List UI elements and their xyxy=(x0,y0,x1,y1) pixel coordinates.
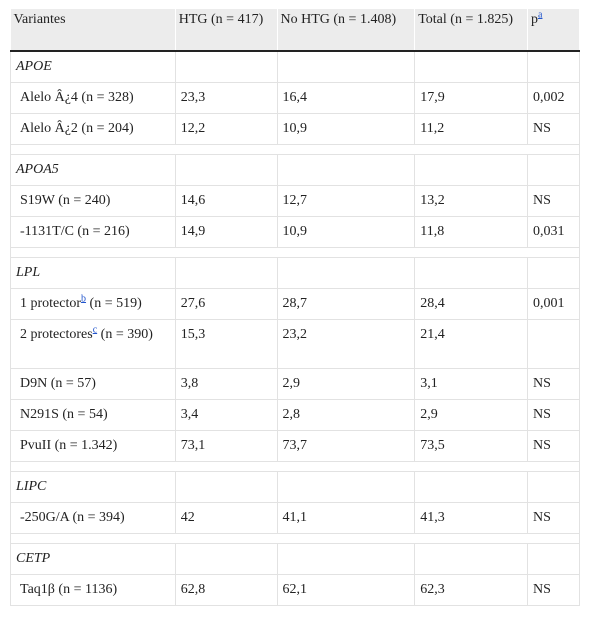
p-value: NS xyxy=(527,368,580,400)
p-value: NS xyxy=(527,185,580,217)
table-row: Taq1β (n = 1136) 62,8 62,1 62,3 NS xyxy=(10,574,580,606)
no-htg-value: 10,9 xyxy=(276,113,416,145)
p-value: NS xyxy=(527,502,580,534)
htg-value: 3,8 xyxy=(174,368,278,400)
p-value: NS xyxy=(527,399,580,431)
spacer-row xyxy=(10,144,580,155)
group-row-apoe: APOE xyxy=(10,50,580,83)
variants-table: Variantes HTG (n = 417) No HTG (n = 1.40… xyxy=(10,9,580,606)
p-value: NS xyxy=(527,574,580,606)
p-value: NS xyxy=(527,430,580,462)
total-value: 41,3 xyxy=(414,502,528,534)
group-row-cetp: CETP xyxy=(10,543,580,575)
group-label: CETP xyxy=(10,543,176,575)
header-htg: HTG (n = 417) xyxy=(175,9,278,52)
table-row: Alelo Â¿2 (n = 204) 12,2 10,9 11,2 NS xyxy=(10,113,580,145)
no-htg-value: 2,9 xyxy=(276,368,416,400)
p-value: 0,002 xyxy=(527,82,580,114)
no-htg-value: 62,1 xyxy=(276,574,416,606)
header-total: Total (n = 1.825) xyxy=(414,9,528,52)
total-value: 2,9 xyxy=(414,399,528,431)
variant-label-count: (n = 390) xyxy=(97,327,153,342)
group-row-lipc: LIPC xyxy=(10,471,580,503)
table-row: Alelo Â¿4 (n = 328) 23,3 16,4 17,9 0,002 xyxy=(10,82,580,114)
total-value: 17,9 xyxy=(414,82,528,114)
htg-value: 15,3 xyxy=(174,319,278,369)
no-htg-value: 12,7 xyxy=(276,185,416,217)
variant-label: 1 protectorb (n = 519) xyxy=(10,288,176,320)
table-row: PvuII (n = 1.342) 73,1 73,7 73,5 NS xyxy=(10,430,580,462)
footnote-link-b[interactable]: b xyxy=(81,293,87,305)
p-value: 0,001 xyxy=(527,288,580,320)
header-row: Variantes HTG (n = 417) No HTG (n = 1.40… xyxy=(10,9,580,52)
no-htg-value: 23,2 xyxy=(276,319,416,369)
group-label: APOA5 xyxy=(10,154,176,186)
variant-label: N291S (n = 54) xyxy=(10,399,176,431)
variant-label: 2 protectoresc (n = 390) xyxy=(10,319,176,369)
variant-label: D9N (n = 57) xyxy=(10,368,176,400)
htg-value: 14,9 xyxy=(174,216,278,248)
p-value: NS xyxy=(527,113,580,145)
variant-label: Alelo Â¿2 (n = 204) xyxy=(10,113,176,145)
htg-value: 42 xyxy=(174,502,278,534)
group-label: LPL xyxy=(10,257,176,289)
footnote-link-c[interactable]: c xyxy=(92,324,98,336)
variant-label: -250G/A (n = 394) xyxy=(10,502,176,534)
htg-value: 23,3 xyxy=(174,82,278,114)
spacer-row xyxy=(10,533,580,544)
footnote-link-a[interactable]: a xyxy=(538,9,543,21)
variant-label: -1131T/C (n = 216) xyxy=(10,216,176,248)
group-row-lpl: LPL xyxy=(10,257,580,289)
htg-value: 62,8 xyxy=(174,574,278,606)
no-htg-value: 16,4 xyxy=(276,82,416,114)
variant-label: Alelo Â¿4 (n = 328) xyxy=(10,82,176,114)
table-row: 1 protectorb (n = 519) 27,6 28,7 28,4 0,… xyxy=(10,288,580,320)
total-value: 11,8 xyxy=(414,216,528,248)
total-value: 62,3 xyxy=(414,574,528,606)
variant-label: S19W (n = 240) xyxy=(10,185,176,217)
table-row: D9N (n = 57) 3,8 2,9 3,1 NS xyxy=(10,368,580,400)
no-htg-value: 73,7 xyxy=(276,430,416,462)
total-value: 28,4 xyxy=(414,288,528,320)
htg-value: 27,6 xyxy=(174,288,278,320)
variant-label-text: 2 protectores xyxy=(20,327,93,342)
variant-label-count: (n = 519) xyxy=(86,296,142,311)
table-row: -1131T/C (n = 216) 14,9 10,9 11,8 0,031 xyxy=(10,216,580,248)
header-no-htg: No HTG (n = 1.408) xyxy=(277,9,416,52)
total-value: 73,5 xyxy=(414,430,528,462)
table-row: -250G/A (n = 394) 42 41,1 41,3 NS xyxy=(10,502,580,534)
no-htg-value: 28,7 xyxy=(276,288,416,320)
table-row: 2 protectoresc (n = 390) 15,3 23,2 21,4 xyxy=(10,319,580,369)
variant-label: Taq1β (n = 1136) xyxy=(10,574,176,606)
variant-label-text: 1 protector xyxy=(20,296,82,311)
table-row: S19W (n = 240) 14,6 12,7 13,2 NS xyxy=(10,185,580,217)
total-value: 3,1 xyxy=(414,368,528,400)
total-value: 21,4 xyxy=(414,319,528,369)
p-value xyxy=(527,319,580,369)
p-value: 0,031 xyxy=(527,216,580,248)
total-value: 11,2 xyxy=(414,113,528,145)
header-p: pa xyxy=(527,9,580,52)
htg-value: 14,6 xyxy=(174,185,278,217)
no-htg-value: 2,8 xyxy=(276,399,416,431)
header-p-label: p xyxy=(531,12,538,27)
group-label: APOE xyxy=(10,50,176,83)
htg-value: 73,1 xyxy=(174,430,278,462)
htg-value: 12,2 xyxy=(174,113,278,145)
group-label: LIPC xyxy=(10,471,176,503)
spacer-row xyxy=(10,247,580,258)
variant-label: PvuII (n = 1.342) xyxy=(10,430,176,462)
header-variantes: Variantes xyxy=(10,9,176,52)
no-htg-value: 10,9 xyxy=(276,216,416,248)
no-htg-value: 41,1 xyxy=(276,502,416,534)
total-value: 13,2 xyxy=(414,185,528,217)
table-row: N291S (n = 54) 3,4 2,8 2,9 NS xyxy=(10,399,580,431)
spacer-row xyxy=(10,461,580,472)
group-row-apoa5: APOA5 xyxy=(10,154,580,186)
htg-value: 3,4 xyxy=(174,399,278,431)
